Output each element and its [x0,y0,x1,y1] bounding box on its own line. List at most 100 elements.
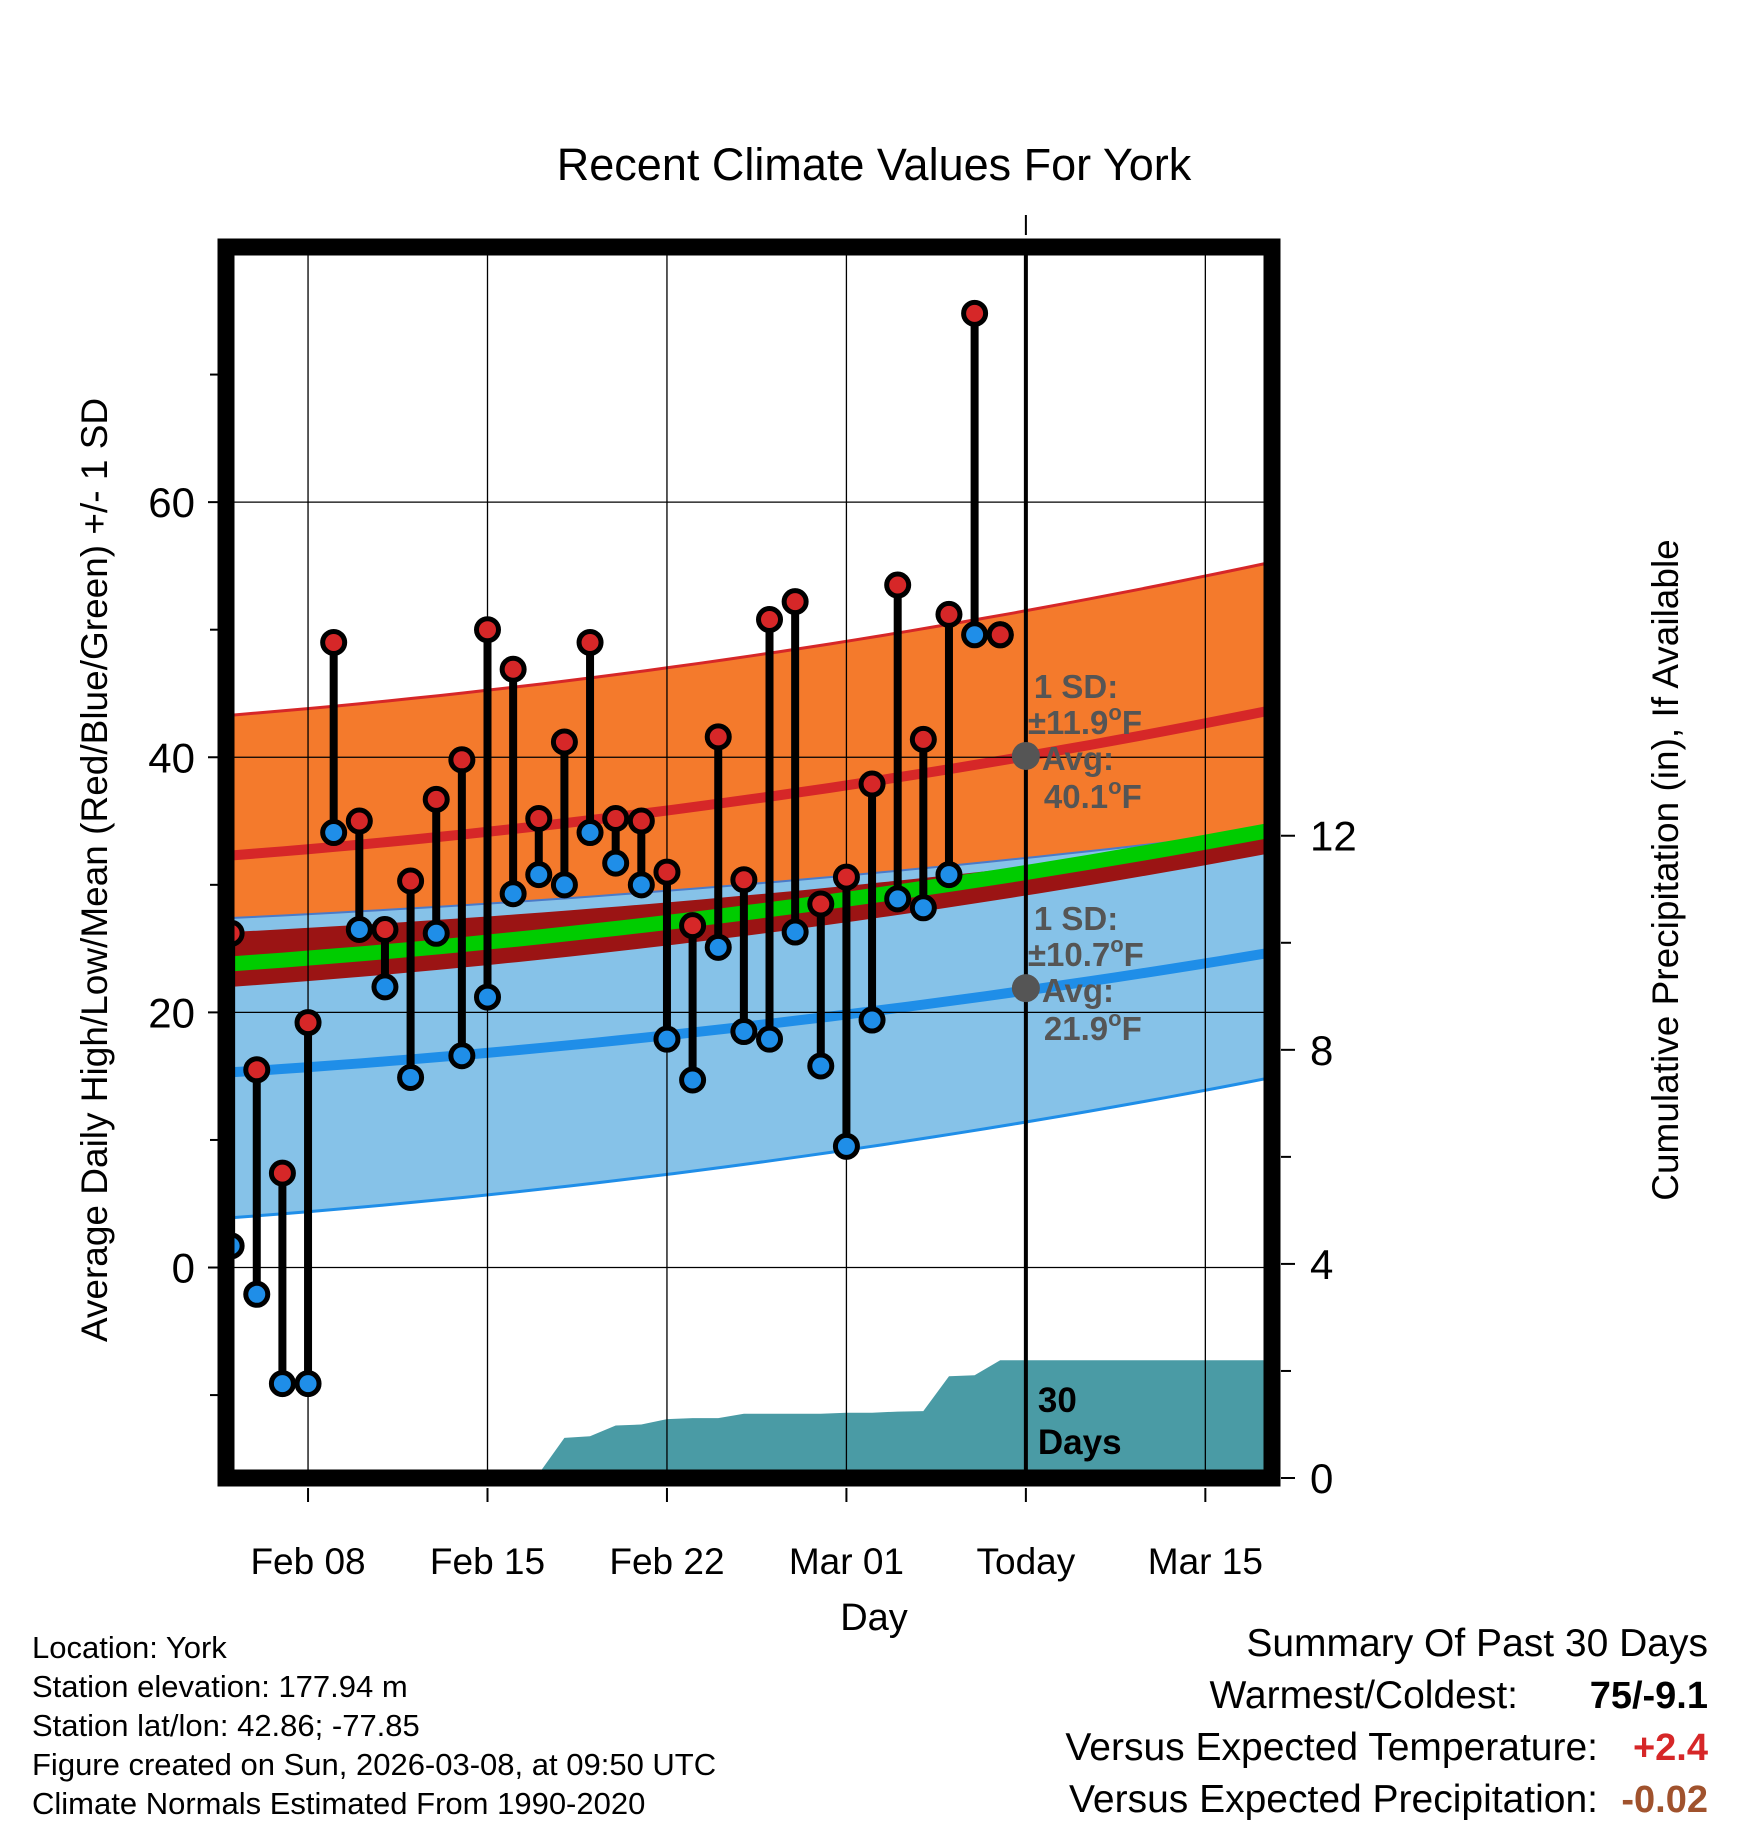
high-point [320,628,348,656]
low-avg-label: Avg: [1042,972,1114,1009]
station-info: Location: York Station elevation: 177.94… [32,1628,932,1823]
high-sd-value: ±11.9oF [1028,700,1142,741]
y-tick-label: 20 [148,989,195,1036]
high-sd-unit: F [1122,704,1142,741]
low-point [448,1042,476,1070]
high-point [397,867,425,895]
high-point [243,1056,271,1084]
high-point [525,804,553,832]
low-point [294,1370,322,1398]
high-point [268,1159,296,1187]
low-sd-deg: o [1110,932,1123,957]
low-sd-unit: F [1124,936,1144,973]
low-point [397,1063,425,1091]
high-point [730,866,758,894]
days-label-text: Days [1038,1423,1122,1462]
low-point [961,621,989,649]
low-point [422,919,450,947]
low-point [909,894,937,922]
station-location: Location: York [32,1630,227,1665]
high-point [807,890,835,918]
high-point [986,621,1014,649]
low-point [243,1280,271,1308]
high-point [474,616,501,644]
temp-anomaly-value: +2.4 [1632,1727,1708,1769]
high-avg-unit: F [1122,778,1142,815]
high-point [345,807,373,835]
high-upper-line [230,560,1273,717]
low-point [832,1132,860,1160]
x-tick-label: Feb 22 [609,1541,724,1582]
low-point [807,1052,835,1080]
high-point [679,912,707,940]
high-point [781,588,809,616]
low-point [474,983,501,1011]
high-point [884,571,912,599]
high-point [550,728,578,756]
low-sd-label: 1 SD: [1034,900,1118,937]
high-point [627,807,655,835]
low-point [602,849,630,877]
x-tick-label: Feb 08 [250,1541,365,1582]
high-point [499,655,527,683]
y2-tick-label: 4 [1310,1241,1333,1288]
low-point [935,861,963,889]
high-avg-deg: o [1108,774,1121,799]
high-point [832,863,860,891]
low-point [627,871,655,899]
low-avg-unit: F [1122,1010,1142,1047]
y2-tick-label: 0 [1310,1455,1333,1502]
low-avg-marker [1011,974,1040,1003]
high-point [858,770,886,798]
high-point [294,1009,322,1037]
high-point [653,858,681,886]
low-point [525,861,553,889]
y-tick-label: 40 [148,734,195,781]
y-tick-label: 60 [148,479,195,526]
low-point [884,885,912,913]
low-sd-value: ±10.7oF [1028,932,1144,973]
station-elevation: Station elevation: 177.94 m [32,1669,408,1704]
low-point [756,1025,784,1053]
low-point [781,918,809,946]
climate-normals-note: Climate Normals Estimated From 1990-2020 [32,1786,646,1821]
low-point [345,915,373,943]
low-avg-value: 21.9oF [1044,1006,1142,1047]
precip-anomaly-label: Versus Expected Precipitation: [1069,1778,1598,1821]
days-label-number: 30 [1038,1381,1077,1420]
low-point [499,880,527,908]
x-tick-label: Today [977,1541,1076,1582]
x-tick-label: Feb 15 [430,1541,545,1582]
x-tick-label: Mar 01 [789,1541,904,1582]
summary-title: Summary Of Past 30 Days [1246,1622,1708,1665]
high-point [935,600,963,628]
mean-normal-line [230,822,1274,972]
high-avg-value: 40.1oF [1044,774,1142,815]
low-point [858,1006,886,1034]
summary-panel: Summary Of Past 30 Days Warmest/Coldest:… [808,1622,1708,1830]
high-avg-label: Avg: [1042,740,1114,777]
low-point [730,1018,758,1046]
high-sd-label: 1 SD: [1034,668,1118,705]
y-axis-label: Average Daily High/Low/Mean (Red/Blue/Gr… [74,398,115,1342]
high-point [704,723,732,751]
precip-anomaly-value: -0.02 [1621,1779,1708,1821]
x-tick-label: Mar 15 [1148,1541,1263,1582]
high-avg-marker [1011,741,1040,770]
high-point [371,915,399,943]
precip-area [333,1360,1272,1478]
low-point [550,871,578,899]
y2-tick-label: 12 [1310,813,1357,860]
high-sd-deg: o [1108,700,1121,725]
chart-title: Recent Climate Values For York [557,139,1192,190]
high-point [448,746,476,774]
low-point [653,1025,681,1053]
y2-tick-label: 8 [1310,1027,1333,1074]
high-point [756,605,784,633]
y2-axis-label: Cumulative Precipitation (in), If Availa… [1645,539,1686,1201]
plot-frame [217,238,1281,1487]
low-point [371,973,399,1001]
low-point [679,1066,707,1094]
temp-anomaly-label: Versus Expected Temperature: [1065,1726,1598,1769]
